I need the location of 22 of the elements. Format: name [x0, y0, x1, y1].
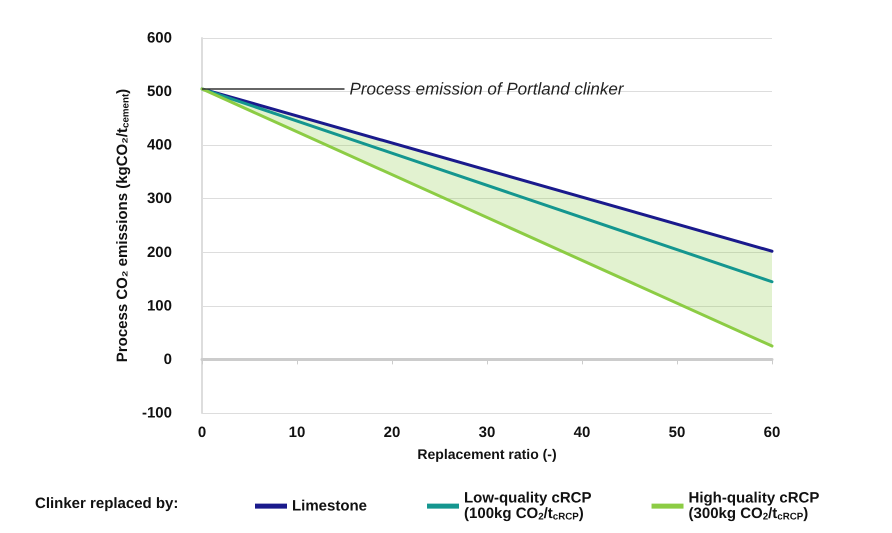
x-axis-title: Replacement ratio (-): [417, 446, 557, 462]
y-tick-label: 100: [146, 297, 172, 314]
x-tick-label: 20: [384, 424, 400, 441]
y-tick-label: 600: [146, 30, 172, 46]
legend-label: High-quality cRCP (300kg CO2/tcRCP): [688, 489, 820, 522]
x-tick-label: 60: [764, 424, 780, 441]
y-tick-label: 500: [146, 83, 172, 100]
y-tick-label: 300: [146, 190, 172, 208]
x-tick-label: 50: [668, 424, 686, 441]
legend-title: Clinker replaced by:: [35, 495, 178, 512]
y-axis-title: Process CO₂ emissions (kgCO₂/tcement): [114, 88, 132, 362]
x-tick-label: 10: [288, 424, 306, 441]
y-tick-label: 200: [146, 244, 172, 261]
y-tick-label: 400: [146, 136, 172, 154]
x-tick-label: 40: [574, 424, 590, 441]
annotation: Process emission of Portland clinker: [350, 79, 625, 98]
legend-label: Limestone: [292, 498, 368, 515]
legend-label: Low-quality cRCP (100kg CO2/tcRCP): [464, 489, 592, 522]
y-tick-label: -100: [142, 404, 172, 422]
y-tick-label: 0: [164, 350, 172, 368]
x-tick-label: 30: [478, 424, 496, 441]
x-tick-label: 0: [198, 424, 206, 441]
